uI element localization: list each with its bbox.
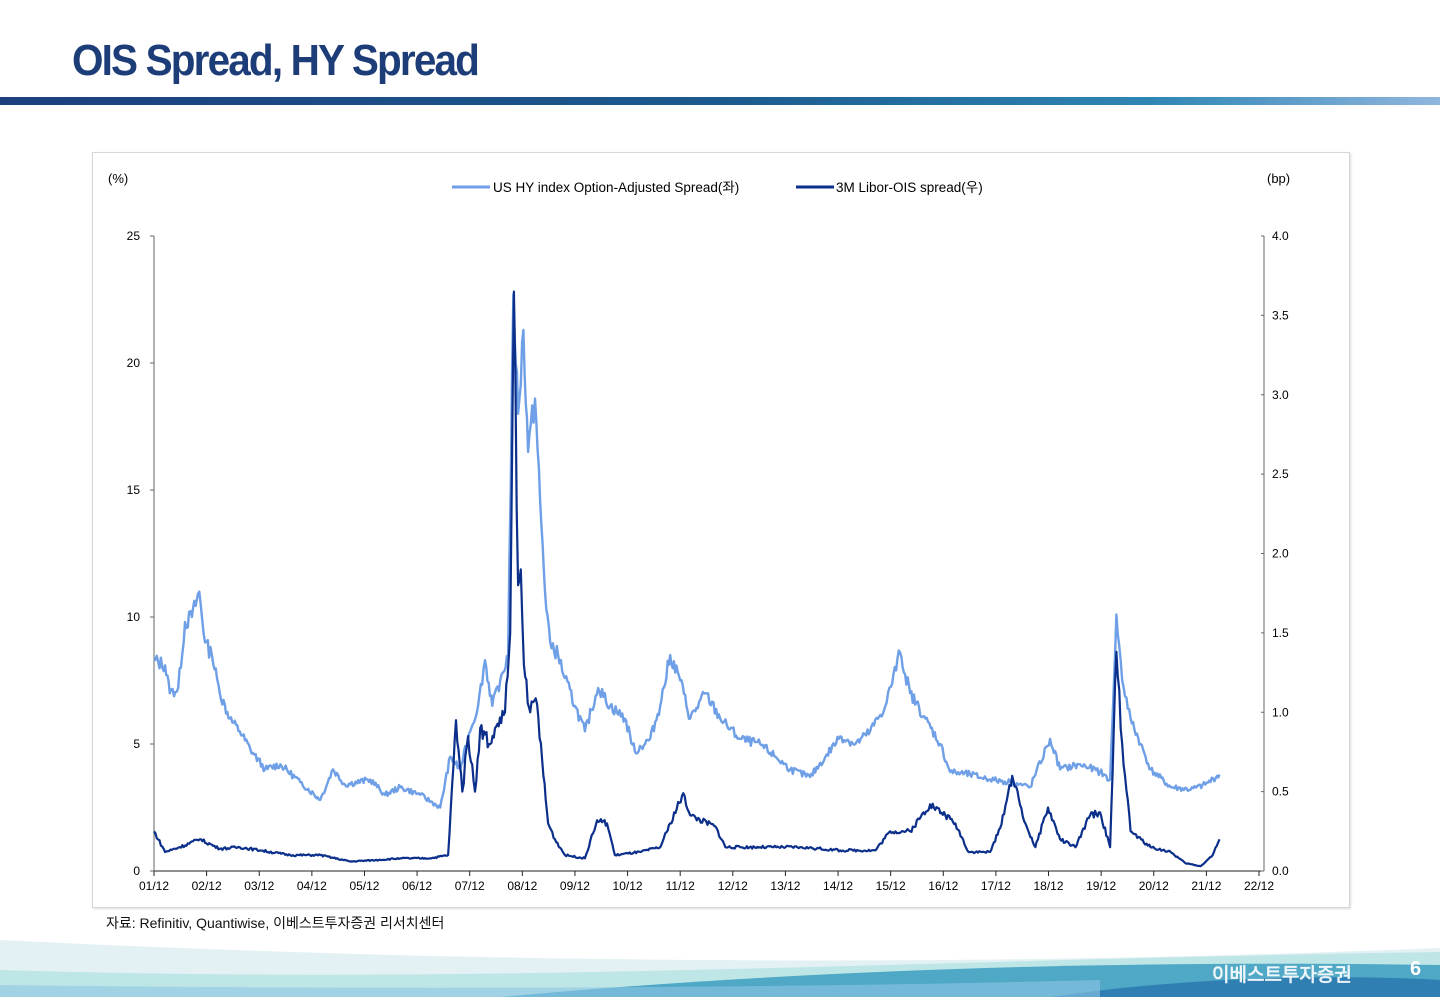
x-tick-label: 13/12 [770, 879, 800, 893]
right-tick-label: 2.5 [1272, 467, 1289, 481]
x-tick-label: 16/12 [928, 879, 958, 893]
left-tick-label: 5 [133, 737, 140, 751]
series-line-libor-ois [153, 290, 1221, 868]
series-line-hy-spread [153, 293, 1221, 809]
x-tick-label: 20/12 [1139, 879, 1169, 893]
left-tick-label: 0 [133, 864, 140, 878]
legend: US HY index Option-Adjusted Spread(좌) 3M… [452, 180, 983, 195]
footer-wave [0, 940, 1440, 997]
page-number: 6 [1410, 958, 1422, 980]
x-tick-label: 09/12 [560, 879, 590, 893]
chart-frame [92, 152, 1350, 908]
x-tick-label: 19/12 [1086, 879, 1116, 893]
x-tick-label: 21/12 [1191, 879, 1221, 893]
x-tick-label: 02/12 [192, 879, 222, 893]
x-tick-label: 11/12 [666, 879, 695, 893]
x-tick-label: 15/12 [876, 879, 906, 893]
right-tick-label: 0.0 [1272, 864, 1289, 878]
x-tick-label: 08/12 [507, 879, 537, 893]
x-tick-label: 17/12 [981, 879, 1011, 893]
x-tick-label: 10/12 [613, 879, 643, 893]
left-tick-label: 10 [127, 610, 141, 624]
page-title: OIS Spread, HY Spread [72, 36, 480, 85]
right-tick-label: 3.5 [1272, 308, 1289, 322]
legend-label-ois: 3M Libor-OIS spread(우) [836, 180, 983, 195]
source-note: 자료: Refinitiv, Quantiwise, 이베스트투자증권 리서치센… [106, 915, 445, 931]
x-tick-label: 12/12 [718, 879, 748, 893]
right-tick-label: 0.5 [1272, 785, 1289, 799]
x-tick-label: 03/12 [244, 879, 274, 893]
x-tick-label: 04/12 [297, 879, 327, 893]
right-tick-label: 4.0 [1272, 229, 1289, 243]
right-tick-label: 2.0 [1272, 547, 1289, 561]
left-axis-unit: (%) [108, 171, 128, 186]
x-tick-label: 18/12 [1034, 879, 1064, 893]
right-tick-label: 3.0 [1272, 388, 1289, 402]
right-tick-label: 1.5 [1272, 626, 1289, 640]
x-tick-label: 14/12 [823, 879, 853, 893]
legend-label-hy: US HY index Option-Adjusted Spread(좌) [493, 180, 739, 195]
right-tick-label: 1.0 [1272, 705, 1289, 719]
right-axis-unit: (bp) [1267, 171, 1290, 186]
x-tick-label: 05/12 [349, 879, 379, 893]
x-tick-label: 01/12 [139, 879, 169, 893]
brand-logo-text: 이베스트투자증권 [1212, 965, 1352, 986]
left-tick-label: 25 [127, 229, 141, 243]
title-divider [0, 97, 1440, 105]
left-tick-label: 20 [127, 356, 141, 370]
x-tick-label: 22/12 [1244, 879, 1274, 893]
left-tick-label: 15 [127, 483, 141, 497]
x-tick-label: 06/12 [402, 879, 432, 893]
x-tick-label: 07/12 [455, 879, 485, 893]
